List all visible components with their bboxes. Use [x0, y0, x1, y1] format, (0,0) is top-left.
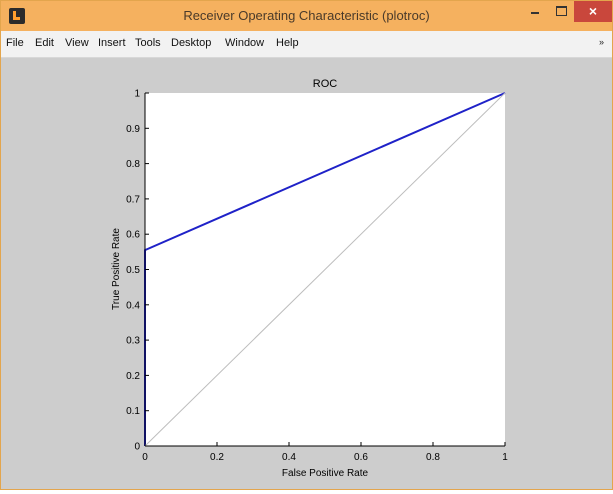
- matlab-icon: [9, 8, 25, 24]
- close-button[interactable]: ×: [574, 1, 612, 22]
- minimize-button[interactable]: [522, 1, 548, 22]
- close-icon: ×: [588, 3, 598, 19]
- x-axis-label: False Positive Rate: [282, 468, 369, 479]
- title-bar[interactable]: Receiver Operating Characteristic (plotr…: [1, 1, 612, 31]
- y-tick-label: 0.7: [126, 194, 140, 205]
- y-tick-label: 0.9: [126, 124, 140, 135]
- menu-edit[interactable]: Edit: [35, 37, 54, 49]
- y-axis-label: True Positive Rate: [111, 228, 122, 310]
- y-tick-label: 0.1: [126, 406, 140, 417]
- x-tick-label: 1: [502, 452, 508, 463]
- y-tick-label: 1: [134, 89, 140, 100]
- y-tick-label: 0.5: [126, 265, 140, 276]
- menu-bar: File Edit View Insert Tools Desktop Wind…: [1, 31, 612, 58]
- y-tick-label: 0: [134, 442, 140, 453]
- menu-view[interactable]: View: [65, 37, 89, 49]
- y-tick-label: 0.4: [126, 300, 140, 311]
- x-tick-label: 0: [142, 452, 148, 463]
- menu-window[interactable]: Window: [225, 37, 265, 49]
- window-title: Receiver Operating Characteristic (plotr…: [183, 8, 430, 23]
- menu-help[interactable]: Help: [276, 37, 299, 49]
- menu-file[interactable]: File: [6, 37, 24, 49]
- figure-canvas: 0 0.2 0.4 0.6 0.8 1 0 0.1 0.2 0.3 0.4 0.5 0.6 0.7 0.8 0…: [1, 58, 612, 489]
- chart-title: ROC: [313, 78, 338, 90]
- menu-tools[interactable]: Tools: [135, 37, 161, 49]
- menu-desktop[interactable]: Desktop: [171, 37, 212, 49]
- x-tick-label: 0.6: [354, 452, 368, 463]
- roc-chart: 0 0.2 0.4 0.6 0.8 1 0 0.1 0.2 0.3 0.4 0.5 0.6 0.7 0.8 0…: [111, 78, 508, 479]
- menu-overflow-icon[interactable]: »: [598, 37, 604, 47]
- x-tick-label: 0.4: [282, 452, 296, 463]
- maximize-button[interactable]: [548, 1, 574, 22]
- y-tick-label: 0.2: [126, 371, 140, 382]
- x-tick-label: 0.8: [426, 452, 440, 463]
- y-tick-label: 0.3: [126, 336, 140, 347]
- diagonal-reference-line: [144, 92, 506, 447]
- y-tick-label: 0.8: [126, 159, 140, 170]
- y-tick-label: 0.6: [126, 230, 140, 241]
- x-tick-label: 0.2: [210, 452, 224, 463]
- menu-insert[interactable]: Insert: [98, 37, 126, 49]
